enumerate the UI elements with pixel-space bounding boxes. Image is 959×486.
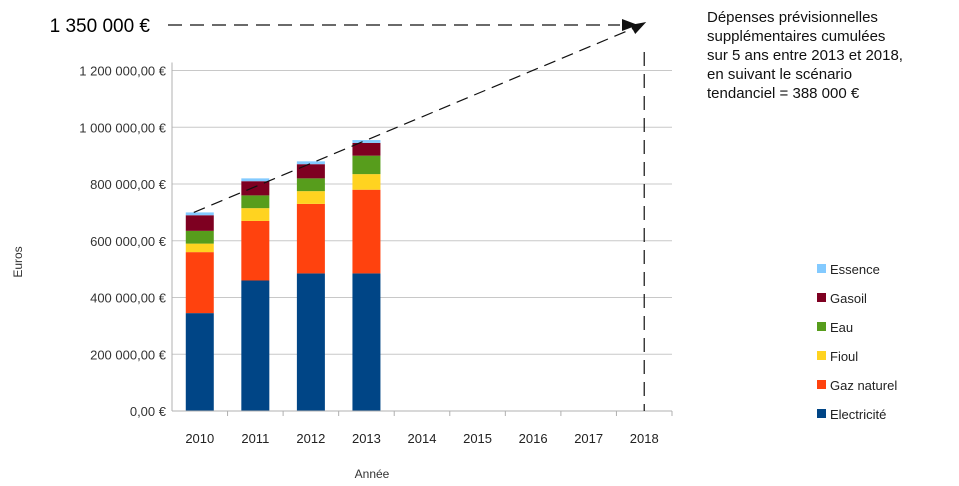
y-tick-label: 200 000,00 € (90, 347, 167, 362)
legend-swatch (817, 293, 826, 302)
y-tick-label: 600 000,00 € (90, 234, 167, 249)
bar-eau-2010 (186, 231, 214, 244)
y-axis-title: Euros (11, 246, 25, 277)
bar-gaz-naturel-2010 (186, 252, 214, 313)
bar-eau-2013 (352, 156, 380, 174)
x-tick-label: 2010 (185, 431, 214, 446)
y-tick-label: 1 200 000,00 € (79, 64, 167, 79)
bar-fioul-2012 (297, 191, 325, 204)
legend-label: Fioul (830, 349, 858, 364)
y-tick-label: 1 000 000,00 € (79, 120, 167, 135)
bar-electricité-2012 (297, 273, 325, 411)
bar-eau-2011 (241, 195, 269, 208)
y-tick-label: 400 000,00 € (90, 291, 167, 306)
bar-fioul-2010 (186, 244, 214, 253)
bar-essence-2012 (297, 161, 325, 164)
x-tick-label: 2015 (463, 431, 492, 446)
bar-gasoil-2011 (241, 181, 269, 195)
legend-swatch (817, 264, 826, 273)
x-tick-label: 2016 (519, 431, 548, 446)
x-axis-title: Année (355, 467, 390, 481)
bar-eau-2012 (297, 178, 325, 191)
bar-gaz-naturel-2011 (241, 221, 269, 281)
legend: Essence Gasoil Eau Fioul Gaz naturel Electric… (817, 262, 897, 422)
legend-swatch (817, 409, 826, 418)
legend-label: Gasoil (830, 291, 867, 306)
x-tick-label: 2014 (408, 431, 437, 446)
x-tick-label: 2018 (630, 431, 659, 446)
bar-layer (186, 140, 381, 411)
bar-electricité-2013 (352, 273, 380, 411)
bar-electricité-2010 (186, 313, 214, 411)
bar-fioul-2011 (241, 208, 269, 221)
bar-electricité-2011 (241, 280, 269, 411)
bar-gaz-naturel-2012 (297, 204, 325, 274)
bar-essence-2013 (352, 140, 380, 143)
x-tick-label: 2017 (574, 431, 603, 446)
legend-label: Essence (830, 262, 880, 277)
legend-swatch (817, 322, 826, 331)
x-tick-label: 2012 (296, 431, 325, 446)
projection-annotation: Dépenses prévisionnelles supplémentaires… (707, 8, 957, 103)
projection-label: 1 350 000 € (50, 16, 151, 37)
bar-gasoil-2010 (186, 215, 214, 231)
legend-label: Eau (830, 320, 853, 335)
legend-swatch (817, 380, 826, 389)
bar-fioul-2013 (352, 174, 380, 190)
bar-essence-2011 (241, 178, 269, 181)
y-tick-label: 800 000,00 € (90, 177, 167, 192)
x-tick-label: 2013 (352, 431, 381, 446)
legend-label: Gaz naturel (830, 378, 897, 393)
x-tick-label: 2011 (241, 431, 269, 446)
projection-layer (168, 19, 646, 411)
bar-essence-2010 (186, 212, 214, 215)
bar-gasoil-2012 (297, 164, 325, 178)
bar-gaz-naturel-2013 (352, 190, 380, 274)
y-tick-label: 0,00 € (130, 404, 167, 419)
legend-label: Electricité (830, 407, 886, 422)
legend-swatch (817, 351, 826, 360)
